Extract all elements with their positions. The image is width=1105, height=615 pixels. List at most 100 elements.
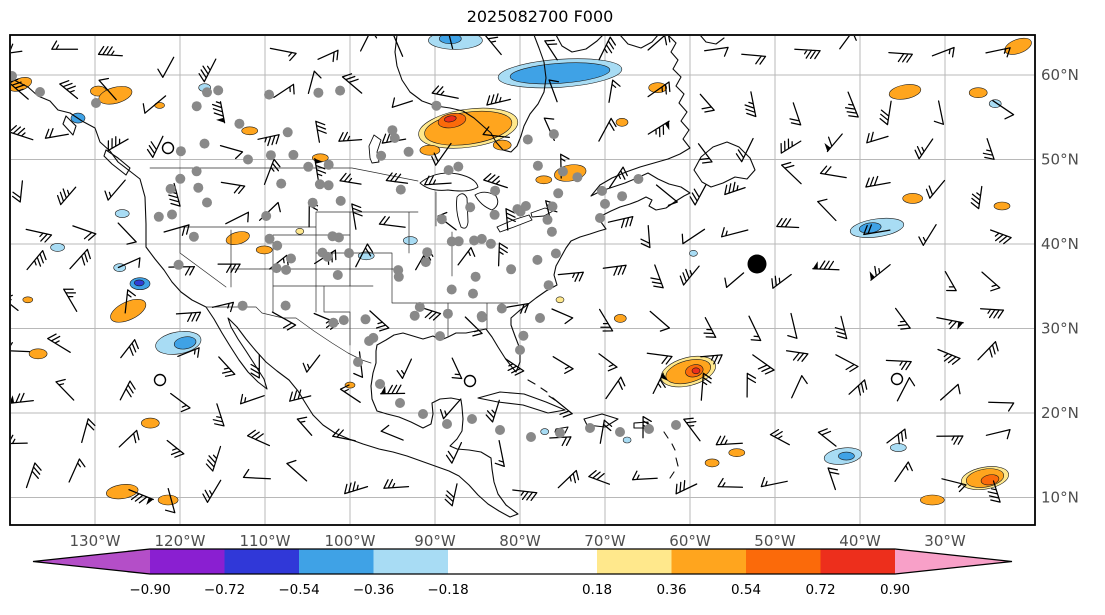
y-tick-label: 60°N bbox=[1041, 66, 1079, 84]
wind-barb bbox=[846, 92, 859, 117]
station-dot bbox=[324, 160, 334, 170]
positive-anomaly-patch bbox=[420, 145, 440, 155]
wind-barb bbox=[676, 481, 697, 494]
station-dot bbox=[264, 90, 274, 100]
wind-barb bbox=[682, 229, 704, 243]
station-dot bbox=[454, 236, 464, 246]
station-dot bbox=[526, 432, 536, 442]
negative-anomaly-patch bbox=[115, 210, 129, 218]
positive-anomaly-patch bbox=[296, 228, 304, 234]
wind-barb bbox=[164, 225, 189, 235]
station-dot bbox=[535, 313, 545, 323]
colorbar-segment bbox=[821, 549, 896, 574]
station-dot bbox=[390, 133, 400, 143]
station-dot bbox=[544, 280, 554, 290]
x-tick-label: 110°W bbox=[240, 532, 291, 550]
wind-barb bbox=[827, 134, 842, 152]
wind-barb bbox=[648, 121, 669, 136]
wind-barb bbox=[937, 436, 963, 444]
colorbar-tick-label: 0.36 bbox=[656, 582, 686, 598]
wind-barb bbox=[203, 480, 221, 502]
wind-barb bbox=[983, 139, 994, 160]
station-dot bbox=[421, 257, 431, 267]
wind-barb bbox=[318, 50, 338, 61]
wind-barb bbox=[244, 470, 271, 479]
wind-barb bbox=[880, 101, 891, 124]
wind-barb bbox=[432, 86, 458, 98]
x-tick-label: 50°W bbox=[754, 532, 796, 550]
colorbar-segment bbox=[150, 549, 225, 574]
wind-barb bbox=[248, 430, 270, 445]
open-circle-marker bbox=[155, 375, 166, 386]
wind-barb bbox=[26, 229, 51, 242]
wind-barb bbox=[836, 355, 858, 372]
wind-barb bbox=[849, 380, 867, 395]
wind-barb bbox=[889, 53, 912, 63]
station-dot bbox=[447, 285, 457, 295]
station-dot bbox=[444, 165, 454, 175]
station-dot bbox=[585, 423, 595, 433]
wind-barb bbox=[704, 318, 716, 338]
station-dot bbox=[189, 232, 199, 242]
negative-anomaly-patch bbox=[989, 100, 1001, 108]
station-dot bbox=[202, 198, 212, 208]
wind-barb bbox=[45, 129, 68, 139]
wind-barb bbox=[545, 40, 557, 59]
wind-barb bbox=[895, 462, 912, 481]
wind-barb bbox=[0, 293, 18, 311]
wind-barb bbox=[978, 342, 998, 360]
station-dot bbox=[617, 191, 627, 201]
station-dot bbox=[543, 215, 553, 225]
positive-anomaly-patch bbox=[23, 297, 33, 303]
open-circle-marker bbox=[465, 376, 476, 387]
colorbar-tick-label: −0.72 bbox=[204, 582, 245, 598]
station-dot bbox=[261, 211, 271, 221]
station-dot bbox=[336, 196, 346, 206]
station-dot bbox=[339, 315, 349, 325]
wind-barb bbox=[553, 357, 573, 374]
wind-barb bbox=[485, 34, 501, 55]
wind-barb bbox=[495, 441, 504, 467]
wind-barb bbox=[206, 447, 220, 472]
wind-barb bbox=[513, 490, 537, 500]
station-dot bbox=[276, 179, 286, 189]
station-dot bbox=[547, 227, 557, 237]
wind-barb bbox=[297, 417, 311, 435]
station-dot bbox=[396, 185, 406, 195]
wind-barb bbox=[251, 355, 259, 378]
wind-barb bbox=[777, 219, 799, 228]
wind-barb bbox=[787, 351, 808, 362]
colorbar-tick-label: 0.72 bbox=[805, 582, 835, 598]
station-dot bbox=[281, 301, 291, 311]
station-dot bbox=[633, 174, 643, 184]
station-dot bbox=[202, 87, 212, 97]
station-dot bbox=[404, 147, 414, 157]
wind-barb bbox=[725, 182, 745, 194]
wind-barb bbox=[991, 230, 1012, 244]
wind-barb bbox=[821, 166, 847, 178]
wind-barb bbox=[158, 57, 174, 77]
wind-barb bbox=[887, 429, 906, 444]
wind-barb bbox=[993, 101, 1014, 119]
plot-title: 2025082700 F000 bbox=[467, 7, 614, 26]
wind-barb bbox=[484, 174, 508, 188]
wind-barb bbox=[82, 419, 95, 443]
station-dot bbox=[548, 202, 558, 212]
wind-barb bbox=[633, 471, 658, 480]
wind-barb bbox=[871, 265, 890, 281]
open-circle-marker bbox=[892, 374, 903, 385]
wind-barb bbox=[506, 359, 524, 375]
wind-barb bbox=[745, 92, 756, 117]
colorbar-tick-label: −0.90 bbox=[129, 582, 170, 598]
station-dot bbox=[600, 199, 610, 209]
positive-anomaly-patch bbox=[141, 418, 159, 428]
negative-anomaly-patch bbox=[541, 429, 549, 435]
positive-anomaly-patch bbox=[888, 82, 922, 101]
wind-barb bbox=[941, 384, 960, 400]
station-dot bbox=[393, 265, 403, 275]
x-tick-label: 80°W bbox=[499, 532, 541, 550]
wind-barb bbox=[58, 187, 76, 204]
station-dot bbox=[595, 213, 605, 223]
wind-barb bbox=[989, 402, 1014, 411]
station-dot bbox=[167, 210, 177, 220]
